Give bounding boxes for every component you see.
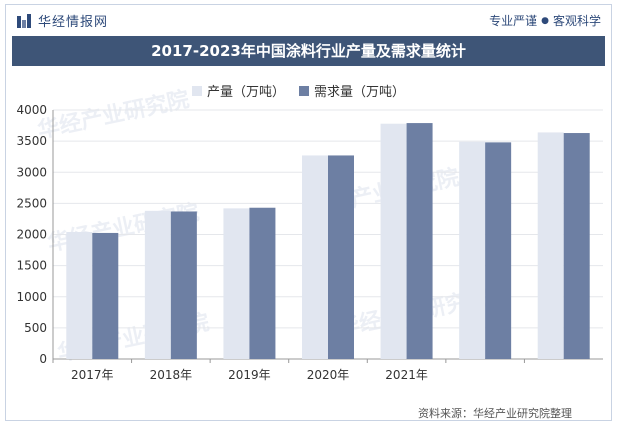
- slogan-separator: ●: [541, 15, 549, 26]
- bar-demand-2: [249, 207, 276, 359]
- slogan: 专业严谨 ● 客观科学: [489, 12, 601, 29]
- chart-frame: 华经情报网 专业严谨 ● 客观科学 2017-2023年中国涂料行业产量及需求量…: [5, 4, 612, 421]
- x-tick-label: 2020年: [307, 368, 350, 382]
- legend-swatch-production: [192, 85, 202, 96]
- bar-production-3: [302, 155, 328, 359]
- y-tick-label: 3500: [16, 134, 47, 148]
- top-bar: 华经情报网 专业严谨 ● 客观科学: [6, 5, 611, 35]
- bar-production-4: [380, 123, 407, 359]
- legend-item-production: 产量（万吨）: [192, 81, 285, 100]
- y-tick-label: 1500: [16, 259, 47, 273]
- bar-production-2: [223, 208, 250, 359]
- chart-legend: 产量（万吨） 需求量（万吨）: [192, 81, 419, 100]
- y-tick-label: 4000: [16, 103, 47, 117]
- y-tick-label: 3000: [16, 165, 47, 179]
- bar-production-0: [66, 232, 93, 359]
- y-tick-label: 500: [24, 321, 47, 335]
- chart-title: 2017-2023年中国涂料行业产量及需求量统计: [12, 36, 605, 66]
- bar-production-5: [459, 141, 486, 359]
- bar-demand-3: [328, 155, 354, 359]
- slogan-right: 客观科学: [552, 14, 601, 28]
- slogan-left: 专业严谨: [489, 14, 538, 28]
- legend-label-demand: 需求量（万吨）: [314, 85, 406, 100]
- x-tick-label: 2017年: [71, 368, 114, 382]
- y-tick-label: 1000: [16, 290, 47, 304]
- bar-demand-4: [406, 123, 433, 359]
- legend-swatch-demand: [299, 85, 310, 96]
- y-tick-label: 2500: [16, 196, 47, 210]
- bar-demand-1: [170, 211, 197, 359]
- source-note: 资料来源：华经产业研究院整理: [418, 407, 572, 420]
- bar-demand-6: [563, 133, 590, 359]
- brand-name: 华经情报网: [38, 15, 109, 30]
- y-tick-label: 0: [39, 352, 47, 366]
- bar-production-1: [144, 210, 171, 359]
- bar-production-6: [537, 132, 564, 359]
- x-tick-label: 2018年: [150, 368, 193, 382]
- x-tick-label: 2019年: [228, 368, 271, 382]
- x-tick-label: 2021年: [385, 368, 428, 382]
- brand: 华经情报网: [16, 11, 108, 30]
- bar-demand-5: [485, 142, 512, 359]
- bar-chart: 0 500 1000 1500 2000 2500 3000 3500 4000 2017年 201…: [16, 103, 603, 382]
- legend-label-production: 产量（万吨）: [207, 85, 286, 100]
- legend-item-demand: 需求量（万吨）: [299, 81, 405, 100]
- y-tick-label: 2000: [16, 228, 47, 242]
- bar-demand-0: [92, 232, 119, 359]
- bar-chart-logo-icon: [17, 13, 31, 28]
